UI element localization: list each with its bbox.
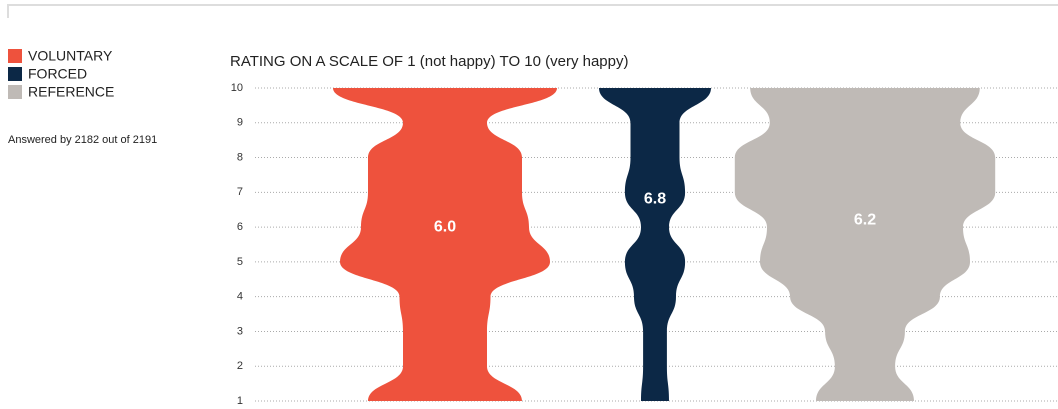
violins: 6.0 6.8 6.2 [333,88,996,401]
y-tick-label: 5 [237,256,243,268]
legend-swatch [8,67,22,81]
legend-label: REFERENCE [28,84,114,100]
y-tick-label: 10 [231,82,243,94]
mean-label: 6.2 [854,211,876,228]
mean-label: 6.0 [434,218,456,235]
chart-title: RATING ON A SCALE OF 1 (not happy) TO 10… [230,53,629,70]
y-tick-label: 2 [237,360,243,372]
y-tick-label: 4 [237,291,243,303]
y-tick-label: 8 [237,151,243,163]
y-tick-label: 1 [237,395,243,407]
legend: VOLUNTARY FORCED REFERENCE [8,48,114,100]
violin [599,88,711,401]
annotation: Answered by 2182 out of 2191 [8,134,157,146]
legend-label: FORCED [28,66,87,82]
legend-swatch [8,49,22,63]
y-tick-label: 6 [237,221,243,233]
violin [333,88,557,401]
legend-label: VOLUNTARY [28,48,113,64]
y-tick-label: 7 [237,186,243,198]
violin [734,88,996,401]
y-tick-label: 9 [237,117,243,129]
mean-label: 6.8 [644,191,666,208]
legend-swatch [8,85,22,99]
y-tick-label: 3 [237,325,243,337]
frame [7,4,1058,18]
